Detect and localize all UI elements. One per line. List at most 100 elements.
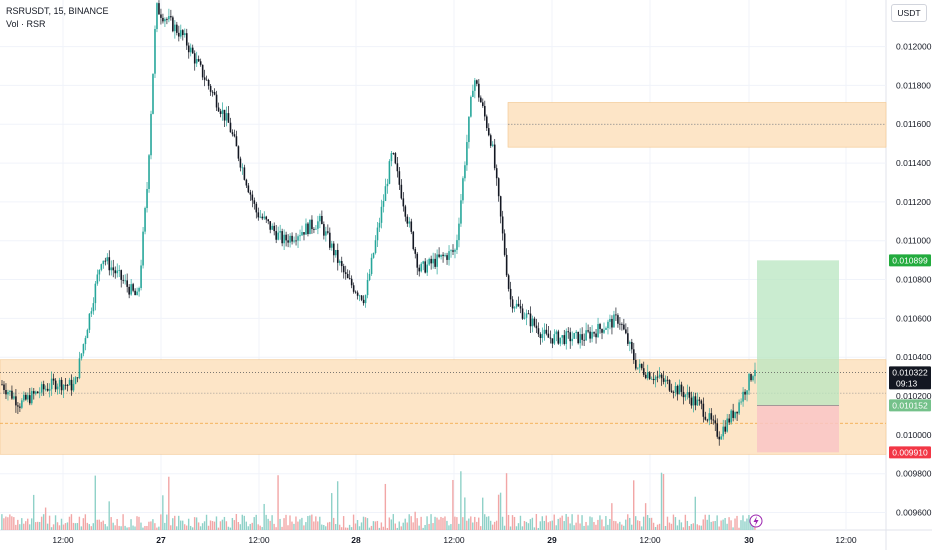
volume-bar	[64, 523, 67, 530]
candle-body	[219, 111, 222, 114]
volume-bar	[503, 525, 506, 530]
candle-body	[48, 389, 51, 391]
volume-bar	[752, 524, 754, 530]
volume-bar	[386, 527, 389, 530]
candle-body	[11, 390, 13, 399]
candle-body	[692, 396, 695, 406]
volume-bar	[56, 522, 59, 530]
candle-body	[275, 231, 277, 240]
candle-body	[533, 318, 536, 326]
volume-bar	[440, 516, 442, 530]
volume-bar	[468, 518, 470, 530]
candle-body	[485, 116, 488, 129]
candle-body	[265, 216, 268, 220]
candle-body	[146, 188, 148, 209]
candle-body	[676, 386, 679, 395]
candle-body	[209, 85, 212, 92]
candle-body	[452, 250, 454, 252]
volume-bar	[384, 483, 387, 530]
volume-bar	[60, 518, 63, 530]
candle-body	[470, 96, 472, 117]
candle-body	[668, 380, 671, 391]
volume-bar	[730, 520, 732, 530]
candle-body	[724, 426, 726, 432]
volume-bar	[585, 521, 587, 530]
volume-bar	[603, 526, 605, 530]
candle-body	[537, 328, 540, 335]
volume-bar	[491, 524, 494, 530]
volume-bar	[631, 524, 633, 530]
volume-bar	[398, 521, 400, 530]
volume-bar	[376, 520, 379, 530]
volume-bar	[174, 515, 176, 530]
candle-body	[603, 329, 605, 333]
candle-body	[221, 109, 224, 114]
volume-bar	[648, 517, 651, 530]
candle-body	[541, 333, 544, 339]
volume-bar	[533, 527, 536, 530]
candle-body	[368, 273, 371, 281]
symbol-title[interactable]: RSRUSDT, 15, BINANCE	[6, 6, 109, 16]
volume-bar	[257, 524, 259, 530]
candle-body	[350, 278, 353, 286]
candle-body	[291, 235, 293, 242]
currency-button[interactable]: USDT	[891, 4, 927, 22]
volume-bar	[545, 515, 547, 530]
volume-bar	[658, 523, 661, 530]
volume-bar	[372, 521, 375, 530]
candle-body	[86, 329, 89, 339]
entry-price-tag-text: 0.010152	[892, 400, 928, 410]
volume-bar	[360, 522, 363, 530]
time-tick-label: 12:00	[52, 535, 74, 545]
volume-bar	[269, 520, 271, 530]
volume-bar	[15, 524, 17, 530]
volume-bar	[519, 515, 522, 530]
volume-bar	[499, 492, 502, 530]
volume-bar	[344, 527, 347, 530]
volume-bar	[424, 524, 426, 530]
volume-bar	[146, 525, 148, 530]
volume-bar	[346, 527, 349, 530]
candle-body	[354, 291, 357, 293]
candle-body	[607, 321, 609, 329]
candle-body	[213, 92, 216, 95]
volume-bar	[313, 521, 315, 530]
volume-bar	[215, 516, 218, 530]
candle-body	[257, 212, 260, 218]
candle-body	[356, 292, 359, 296]
volume-bar	[537, 527, 540, 530]
price-tick-label: 0.010800	[896, 275, 932, 285]
candle-body	[370, 257, 373, 274]
candle-body	[567, 331, 570, 333]
candle-body	[446, 255, 448, 260]
candle-body	[134, 290, 136, 296]
volume-bar	[472, 522, 474, 530]
volume-bar	[454, 516, 456, 530]
volume-bar	[720, 520, 722, 530]
volume-bar	[611, 503, 613, 530]
candle-body	[551, 338, 554, 344]
candle-body	[398, 171, 401, 185]
candle-body	[168, 16, 170, 20]
candle-body	[305, 223, 307, 235]
volume-bar	[315, 516, 317, 530]
candle-body	[52, 378, 55, 381]
candle-body	[54, 380, 57, 390]
candle-body	[205, 79, 208, 81]
volume-bar	[191, 527, 194, 530]
candle-body	[424, 261, 426, 273]
candle-body	[7, 391, 9, 395]
volume-indicator-label[interactable]: Vol · RSR	[6, 19, 46, 29]
candle-body	[321, 215, 323, 225]
volume-bar	[744, 521, 746, 530]
candle-body	[732, 410, 734, 418]
candle-body	[392, 153, 395, 154]
volume-bar	[583, 525, 585, 530]
candle-body	[315, 228, 317, 230]
volume-bar	[332, 517, 335, 530]
candle-body	[203, 77, 206, 80]
volume-bar	[211, 521, 214, 530]
candle-body	[746, 390, 748, 395]
volume-bar	[289, 515, 291, 530]
